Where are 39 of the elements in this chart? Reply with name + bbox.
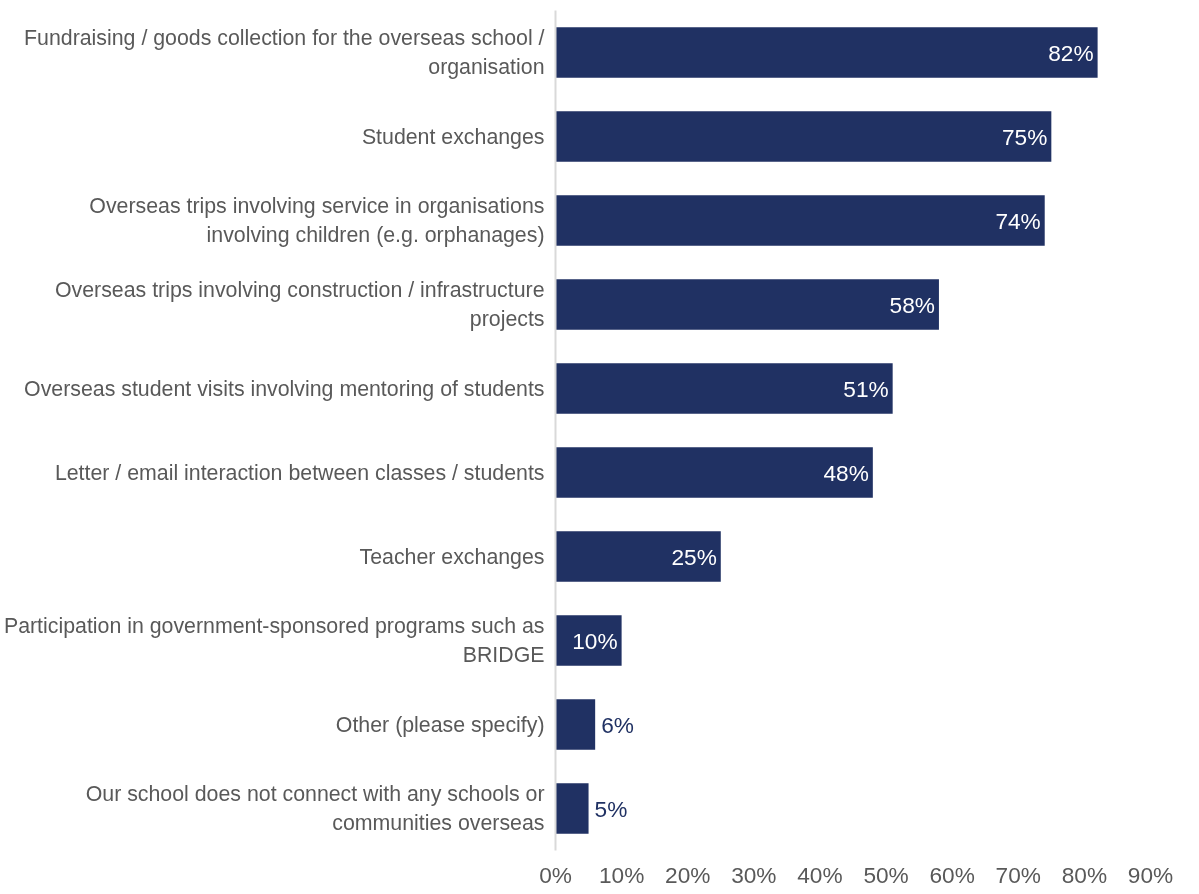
x-tick-label: 30% — [731, 861, 777, 888]
bar — [555, 279, 939, 330]
y-tick-label: Fundraising / goods collection for the overseas school / organisation — [24, 26, 545, 79]
data-label: 5% — [594, 795, 628, 822]
bar — [555, 783, 589, 834]
bar — [555, 699, 596, 750]
x-tick-label: 50% — [863, 861, 909, 888]
data-label: 10% — [572, 627, 618, 654]
y-tick-label: Our school does not connect with any schools or communities overseas — [85, 782, 545, 835]
y-tick-label: Teacher exchanges — [359, 544, 545, 569]
y-tick-label: Participation in government-sponsored programs such as BRIDGE — [3, 614, 545, 667]
data-label: 58% — [889, 291, 935, 318]
x-tick-label: 40% — [797, 861, 843, 888]
data-label: 82% — [1048, 39, 1094, 66]
bar — [555, 195, 1045, 246]
y-tick-label: Overseas trips involving construction / infrastructure projects — [54, 278, 545, 331]
x-tick-label: 10% — [598, 861, 645, 888]
y-tick-label: Student exchanges — [361, 124, 545, 149]
bar — [555, 27, 1098, 78]
bar — [555, 447, 873, 498]
data-label: 75% — [1001, 123, 1048, 150]
x-tick-label: 0% — [539, 861, 572, 888]
data-label: 48% — [823, 459, 869, 486]
y-tick-label: Overseas student visits involving mentoring of students — [24, 376, 545, 401]
x-tick-label: 70% — [995, 861, 1041, 888]
x-tick-label: 80% — [1061, 861, 1108, 888]
data-label: 74% — [995, 207, 1041, 234]
bar — [555, 111, 1052, 162]
y-tick-label: Letter / email interaction between classes / students — [54, 460, 545, 485]
bar — [555, 531, 721, 582]
x-tick-label: 60% — [929, 861, 975, 888]
y-tick-label: Other (please specify) — [335, 712, 545, 737]
x-tick-label: 20% — [665, 861, 711, 888]
bar — [555, 363, 893, 414]
y-tick-label: Overseas trips involving service in organisations involving children (e.g. orphanages) — [89, 194, 545, 247]
x-tick-label: 90% — [1127, 861, 1174, 888]
data-label: 25% — [671, 543, 717, 570]
data-label: 6% — [601, 711, 634, 738]
data-label: 51% — [843, 375, 889, 402]
